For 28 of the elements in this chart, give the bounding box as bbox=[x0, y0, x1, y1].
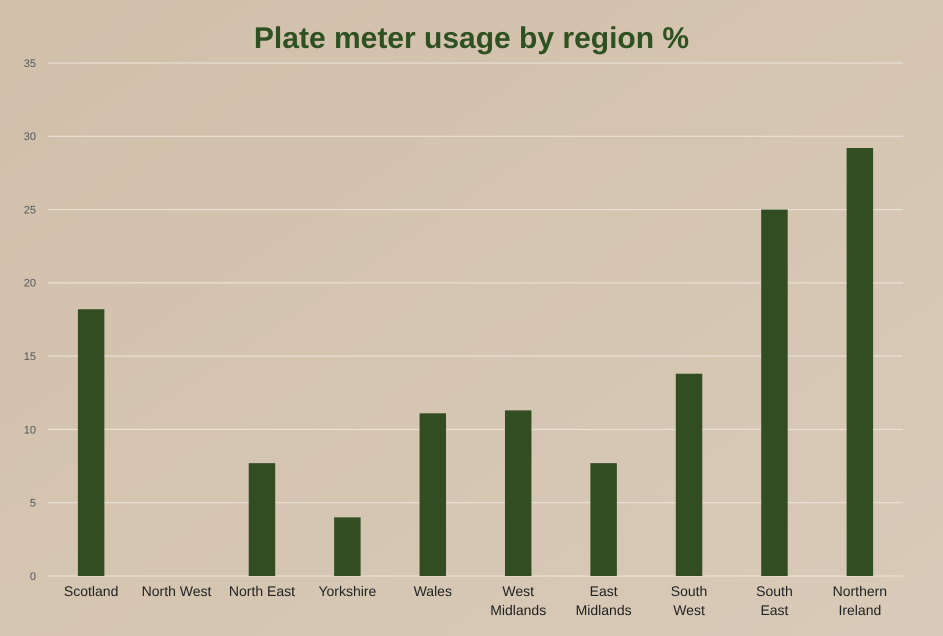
y-tick-label: 35 bbox=[24, 58, 36, 70]
x-tick-label: East Midlands bbox=[576, 583, 632, 618]
bar bbox=[590, 463, 617, 576]
y-tick-label: 15 bbox=[24, 350, 36, 363]
bar bbox=[846, 148, 874, 576]
chart-title: Plate meter usage by region % bbox=[254, 22, 690, 55]
y-tick-label: 30 bbox=[24, 131, 36, 144]
x-tick-label: South East bbox=[756, 583, 793, 618]
y-tick-label: 5 bbox=[30, 498, 36, 510]
bar bbox=[504, 410, 532, 576]
y-tick-label: 10 bbox=[24, 424, 36, 436]
bar bbox=[78, 309, 104, 576]
x-tick-label: Wales bbox=[414, 583, 452, 599]
y-tick-label: 20 bbox=[24, 278, 36, 290]
x-tick-label: Yorkshire bbox=[318, 583, 377, 599]
x-tick-label: Scotland bbox=[64, 583, 118, 599]
bar bbox=[334, 517, 361, 576]
bar bbox=[420, 413, 446, 576]
bar bbox=[761, 210, 788, 576]
bar bbox=[248, 463, 276, 576]
y-tick-label: 25 bbox=[24, 204, 36, 216]
y-tick-label: 0 bbox=[30, 570, 36, 583]
bar bbox=[676, 374, 702, 576]
x-tick-label: West Midlands bbox=[490, 583, 546, 618]
x-tick-label: Northern Ireland bbox=[832, 583, 888, 618]
x-tick-label: South West bbox=[670, 583, 708, 618]
x-tick-label: North East bbox=[228, 583, 296, 599]
x-tick-label: North West bbox=[142, 583, 212, 599]
